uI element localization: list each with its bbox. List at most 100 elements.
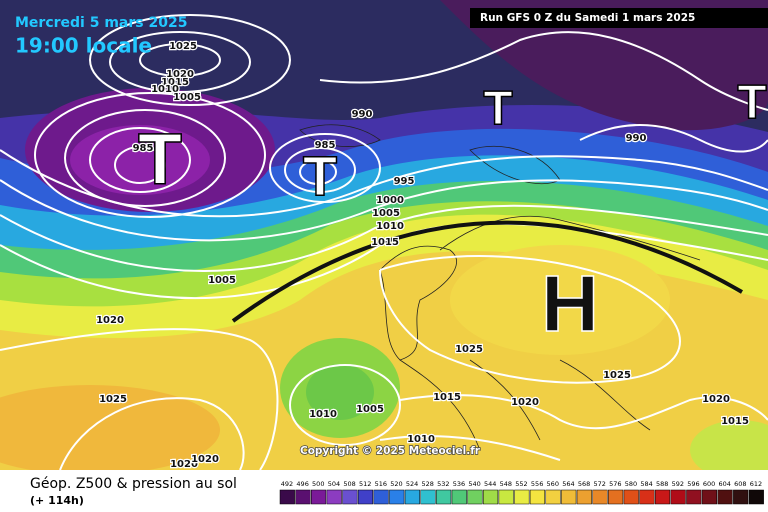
isobar	[139, 43, 221, 77]
scale-swatch	[436, 489, 452, 505]
scale-swatch	[670, 489, 686, 505]
isobar-label: 1005	[173, 92, 201, 103]
field-layers	[0, 0, 768, 480]
isobar-label: 1005	[356, 404, 384, 415]
isobar-label: 1020	[170, 459, 198, 470]
pressure-system: T	[483, 83, 512, 136]
scale-swatch	[561, 489, 577, 505]
scale-swatch	[279, 489, 295, 505]
isobar	[319, 31, 768, 111]
scale-swatch	[482, 489, 499, 505]
scale-label: 540	[468, 480, 480, 488]
scale-label: 544	[484, 480, 496, 488]
copyright: Copyright © 2025 Meteociel.fr	[300, 445, 481, 457]
scale-label: 576	[609, 480, 621, 488]
scale-swatch	[420, 489, 436, 505]
scale-swatch	[311, 489, 327, 505]
scale-swatch	[342, 489, 358, 505]
isobar-label: 1025	[169, 41, 197, 52]
isobar-label: 1025	[603, 370, 631, 381]
scale-swatch	[654, 489, 671, 505]
scale-swatch	[686, 489, 702, 505]
isobar-label: 1020	[191, 454, 219, 465]
isobar-label: 1015	[433, 392, 461, 403]
isobar-label: 1020	[166, 69, 194, 80]
scale-label: 612	[750, 480, 762, 488]
scale-swatch	[514, 489, 530, 505]
low-core	[70, 125, 210, 195]
scale-swatch	[701, 489, 717, 505]
isobar	[399, 394, 768, 430]
isobar	[89, 14, 291, 106]
isobar-label: 1015	[161, 77, 189, 88]
isobar-label: 990	[626, 133, 647, 144]
isobar	[114, 146, 166, 184]
pressure-system: T	[303, 144, 337, 207]
scale-label: 512	[359, 480, 371, 488]
scale-swatch	[529, 489, 546, 505]
isobar	[0, 204, 768, 272]
isobar	[59, 397, 245, 471]
pressure-system: T	[138, 120, 182, 200]
scale-label: 552	[515, 480, 527, 488]
pressure-system: T	[737, 77, 766, 130]
scale-swatch	[357, 489, 374, 505]
isobar-label: 1005	[208, 275, 236, 286]
field-pocket	[690, 420, 768, 480]
scale-label: 560	[547, 480, 559, 488]
scale-swatch	[326, 489, 342, 505]
scale-label: 548	[500, 480, 512, 488]
ridge-core	[450, 245, 670, 355]
scale-swatch	[545, 489, 561, 505]
scale-label: 520	[390, 480, 402, 488]
isobar-label: 990	[352, 109, 373, 120]
scale-label: 568	[578, 480, 590, 488]
scale-label: 608	[734, 480, 746, 488]
isobar-label: 1005	[372, 208, 400, 219]
scale-swatch	[467, 489, 483, 505]
isobar-label: 1010	[407, 434, 435, 445]
scale-swatch	[608, 489, 624, 505]
scale-label: 600	[703, 480, 715, 488]
scale-label: 500	[312, 480, 324, 488]
scale-swatch	[295, 489, 311, 505]
isobar	[284, 147, 356, 193]
scale-swatch	[576, 489, 592, 505]
scale-label: 516	[375, 480, 387, 488]
scale-label: 508	[343, 480, 355, 488]
pressure-system: H	[541, 259, 599, 348]
scale-swatch	[639, 489, 655, 505]
scale-swatch	[498, 489, 514, 505]
isobar-label: 1010	[376, 221, 404, 232]
pressure-systems: T T T T H	[137, 76, 767, 349]
isobar	[109, 31, 251, 93]
isobar-label: 1020	[96, 315, 124, 326]
scale-label: 536	[453, 480, 465, 488]
isobar-label: 985	[133, 143, 154, 154]
isobar-label: 1015	[371, 237, 399, 248]
legend-title: Géop. Z500 & pression au sol	[30, 476, 237, 492]
scale-swatch	[389, 489, 405, 505]
field-band	[440, 0, 768, 131]
scale-label: 584	[640, 480, 652, 488]
scale-swatch	[404, 489, 420, 505]
isobar-label: 1010	[151, 84, 179, 95]
forecast-lead: (+ 114h)	[30, 494, 84, 507]
scale-swatch	[373, 489, 389, 505]
scale-swatch	[451, 489, 467, 505]
color-scale: 492 496 500 504 508 512 516 520 524 528 532 536 540 5…	[279, 480, 764, 505]
scale-label: 492	[281, 480, 293, 488]
isobar-label: 1015	[721, 416, 749, 427]
isobar-label: 1025	[99, 394, 127, 405]
scale-label: 496	[296, 480, 308, 488]
scale-label: 528	[421, 480, 433, 488]
isobar	[379, 435, 561, 461]
isobar	[0, 328, 279, 471]
isobar-label: 995	[394, 176, 415, 187]
isobar-label: 1025	[455, 344, 483, 355]
isobar-label: 1020	[511, 397, 539, 408]
scale-swatch	[717, 489, 733, 505]
coastline	[399, 215, 701, 451]
